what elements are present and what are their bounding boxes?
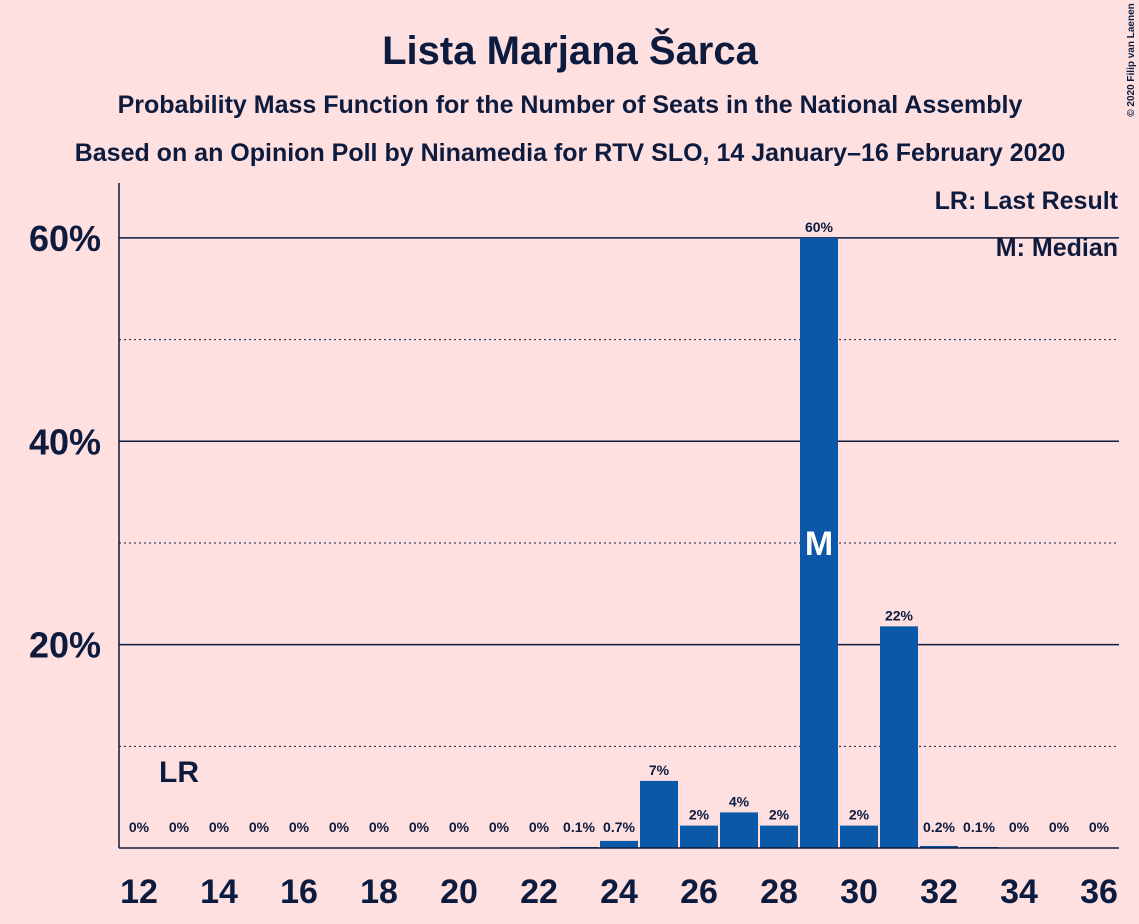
chart-subtitle: Based on an Opinion Poll by Ninamedia fo… <box>75 139 1066 167</box>
value-label: 0% <box>1049 819 1070 835</box>
value-label: 0% <box>329 819 350 835</box>
chart-title: Lista Marjana Šarca <box>382 27 758 73</box>
x-tick-label: 20 <box>440 873 478 911</box>
last-result-marker: LR <box>159 756 199 789</box>
x-tick-label: 14 <box>200 873 238 911</box>
bar <box>880 626 918 848</box>
bar <box>800 237 838 848</box>
y-tick-label: 20% <box>29 625 101 666</box>
bar <box>840 825 878 848</box>
value-label: 0% <box>129 819 150 835</box>
x-tick-label: 28 <box>760 873 798 911</box>
x-tick-label: 34 <box>1000 873 1038 911</box>
legend-entry: LR: Last Result <box>935 187 1119 215</box>
y-tick-label: 60% <box>29 218 101 259</box>
chart-subtitle: Probability Mass Function for the Number… <box>118 91 1023 119</box>
legend-entry: M: Median <box>996 234 1118 262</box>
x-tick-label: 16 <box>280 873 318 911</box>
value-label: 0.7% <box>603 819 635 835</box>
value-label: 2% <box>849 807 870 823</box>
x-tick-label: 36 <box>1080 873 1118 911</box>
value-label: 0.1% <box>563 819 595 835</box>
bar <box>720 812 758 848</box>
value-label: 0% <box>209 819 230 835</box>
y-tick-label: 40% <box>29 421 101 462</box>
value-label: 2% <box>769 807 790 823</box>
value-label: 0% <box>1009 819 1030 835</box>
bar <box>680 825 718 848</box>
bar <box>920 845 958 848</box>
x-tick-label: 24 <box>600 873 638 911</box>
value-label: 7% <box>649 762 670 778</box>
value-label: 0% <box>449 819 470 835</box>
value-label: 0% <box>169 819 190 835</box>
bar <box>640 780 678 848</box>
value-label: 2% <box>689 807 710 823</box>
value-label: 0% <box>489 819 510 835</box>
bar <box>760 825 798 848</box>
value-label: 0% <box>369 819 390 835</box>
x-tick-label: 12 <box>120 873 158 911</box>
value-label: 22% <box>885 607 914 623</box>
x-tick-label: 22 <box>520 873 558 911</box>
value-label: 0% <box>1089 819 1110 835</box>
value-label: 0.1% <box>963 819 995 835</box>
value-label: 0% <box>289 819 310 835</box>
value-label: 0% <box>409 819 430 835</box>
x-tick-label: 26 <box>680 873 718 911</box>
median-marker: M <box>805 525 833 563</box>
x-tick-label: 32 <box>920 873 958 911</box>
value-label: 0% <box>249 819 270 835</box>
value-label: 0.2% <box>923 819 955 835</box>
bar <box>600 840 638 848</box>
copyright: © 2020 Filip van Laenen <box>1126 3 1137 117</box>
value-label: 4% <box>729 793 750 809</box>
x-tick-label: 18 <box>360 873 398 911</box>
value-label: 0% <box>529 819 550 835</box>
value-label: 60% <box>805 219 834 235</box>
x-tick-label: 30 <box>840 873 878 911</box>
